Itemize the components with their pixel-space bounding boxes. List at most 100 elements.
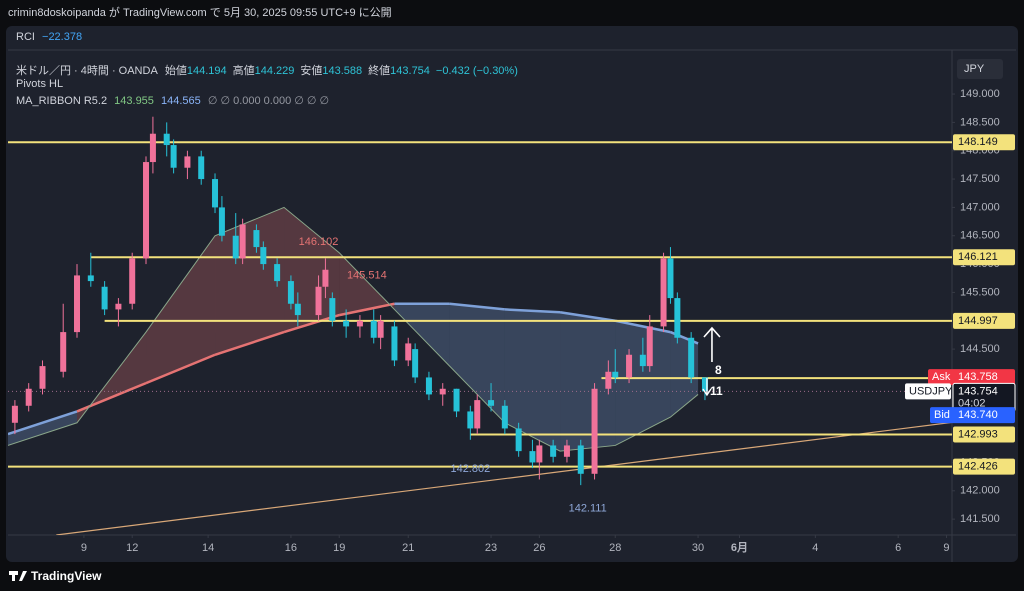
candle-body [170,145,177,168]
x-tick-label: 6月 [731,541,748,554]
x-tick-label: 28 [609,542,621,554]
candle-body [115,303,122,310]
level-box [953,249,1015,266]
candle-body [163,133,170,146]
candle-body [74,275,81,333]
annotation: 11 [710,384,723,398]
candle-body [425,377,432,395]
rci-value: −22.378 [42,31,83,43]
candle-body [453,388,460,412]
candle-body [25,388,32,406]
y-tick-label: 142.000 [960,485,1000,497]
level-label: 144.997 [958,315,998,327]
candle-body [294,303,301,316]
x-tick-label: 9 [81,542,87,554]
candle-body [536,445,543,463]
last-value: 143.754 [958,385,998,397]
y-tick-label: 146.500 [960,230,1000,242]
ribbon-fill [339,252,395,316]
candle-body [605,371,612,389]
candle-body [11,405,18,423]
ribbon-fill [394,303,450,367]
ohlc-value: 143.588 [322,65,363,77]
candle-body [626,354,633,378]
x-tick-label: 26 [533,542,545,554]
candle-body [232,235,239,259]
candle-body [474,400,481,429]
x-tick-label: 23 [485,542,497,554]
candle-body [218,207,225,236]
ma-fast-line [8,206,699,452]
x-tick-label: 12 [126,542,138,554]
candle-body [467,411,474,429]
candle-body [639,354,646,367]
level-box [953,134,1015,151]
level-label: 142.426 [958,461,998,473]
ask-tag: Ask [932,371,951,383]
candle-body [667,258,674,299]
ask-value: 143.758 [958,371,998,383]
indicator-legend: Pivots HL [16,78,67,90]
ribbon-fill [560,312,616,452]
countdown: 04:02 [958,397,986,409]
rci-name: RCI [16,31,35,43]
bid-tag: Bid [934,409,950,421]
ma-slow-line [615,319,671,334]
candle-body [439,388,446,395]
candle-body [253,230,260,248]
level-label: 148.149 [958,136,998,148]
candle-body [701,377,708,392]
candle-body [577,445,584,474]
level-box [953,458,1015,475]
candle-body [391,326,398,361]
ma-slow-line [504,308,561,314]
candle-body [274,264,281,282]
pivot-label: 145.514 [347,270,387,282]
chart-panel [6,26,1018,562]
ma-legend: MA_RIBBON R5.2 143.955 144.565 ∅ ∅ 0.000… [16,94,333,107]
candle-body [212,179,219,208]
trendline [56,421,952,535]
ma-rest: ∅ ∅ 0.000 0.000 ∅ ∅ ∅ [207,95,330,107]
candle-body [550,445,557,457]
tv-logo: TradingView [9,569,102,583]
ohlc-name: 始値 [164,65,187,77]
ohlc-name: 終値 [368,65,391,77]
candle-body [688,337,695,378]
ohlc-value: 143.754 [390,65,430,77]
candle-body [322,269,329,287]
currency: JPY [964,63,985,75]
pivot-label: 142.802 [450,463,490,475]
candle-body [329,298,336,321]
candle-body [260,247,267,265]
candle-body [315,286,322,316]
plot-area: 146.102 145.514 142.802 142.111 8 11 [8,116,952,535]
candle-body [239,224,246,259]
ohlc-value: 144.194 [186,65,227,77]
rci-legend: RCI −22.378 [16,31,86,43]
x-tick-label: 9 [943,542,949,554]
candle-body [501,405,508,429]
candle-body [515,428,522,452]
candle-body [356,320,363,327]
y-tick-label: 148.500 [960,116,1000,128]
annotation-arrow [702,378,712,397]
symbol-legend: 米ドル／円 · 4時間 · OANDA 始値144.194 高値144.229 安値… [16,62,522,78]
pivot-label: 146.102 [299,236,339,248]
ohlc-value: 144.229 [254,65,295,77]
x-tick-label: 16 [285,542,297,554]
ma-value: 143.955 [114,95,154,107]
candle-body [39,366,46,389]
x-tick-label: 30 [692,542,704,554]
pivot-label: 142.111 [569,502,607,514]
x-tick-label: 4 [812,542,818,554]
candle-body [60,332,67,372]
ma-slow-line [76,381,147,413]
ma-slow-line [338,302,395,317]
level-box [953,312,1015,329]
candle-body [646,326,653,367]
ma-value: 144.565 [160,95,201,107]
ohlc-name: 安値 [300,65,323,77]
candle-body [412,349,419,378]
ask-box [928,369,1015,386]
